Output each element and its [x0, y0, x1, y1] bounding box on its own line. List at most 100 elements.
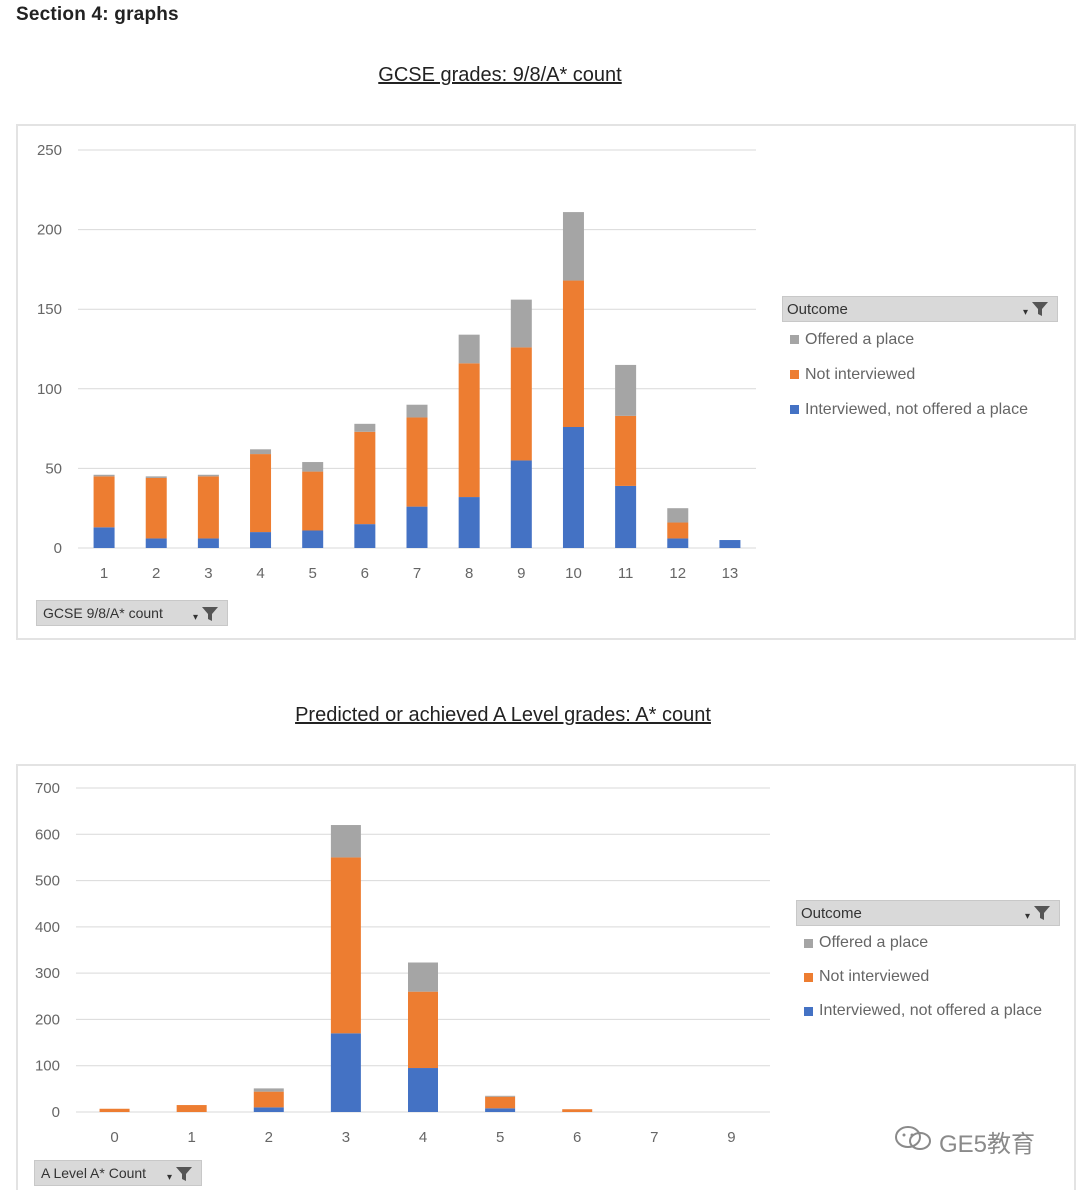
chart-plot-alevel: 0 100 200 300 400 500 600 700 0 1 2 3 4 5 6 7 9 — [35, 780, 770, 1146]
legend-swatch — [790, 335, 799, 344]
legend-item-not-interviewed: Not interviewed — [796, 960, 1060, 994]
legend-label: Not interviewed — [805, 365, 916, 383]
bar-segment — [302, 462, 324, 472]
bar-segment — [458, 363, 480, 498]
x-tick-label: 1 — [100, 565, 108, 582]
bar-segment — [562, 427, 584, 548]
bar-segment — [250, 532, 272, 548]
x-tick-label: 10 — [565, 565, 582, 582]
axis-field-label: A Level A* Count — [41, 1165, 147, 1181]
x-tick-label: 3 — [204, 565, 212, 582]
x-tick-label: 5 — [496, 1129, 504, 1146]
axis-field-button-gcse[interactable]: GCSE 9/8/A* count ▾ — [36, 600, 228, 626]
bar-segment — [93, 527, 115, 548]
bar-segment — [510, 347, 532, 461]
bar-segment — [354, 431, 376, 525]
y-tick-label: 0 — [54, 540, 62, 557]
legend-swatch — [790, 405, 799, 414]
bar-segment — [485, 1096, 516, 1109]
legend-swatch — [804, 938, 813, 948]
x-tick-label: 4 — [256, 565, 264, 582]
bar-segment — [510, 460, 532, 548]
bar-segment — [719, 540, 741, 548]
legend-title: Outcome — [787, 300, 848, 318]
watermark-text: GE5教育 — [939, 1131, 1036, 1158]
x-tick-label: 7 — [650, 1129, 658, 1146]
legend-swatch — [804, 1006, 813, 1016]
y-tick-label: 50 — [45, 460, 62, 477]
bar-segment — [458, 497, 480, 548]
x-tick-label: 4 — [419, 1129, 427, 1146]
x-tick-label: 11 — [618, 565, 634, 582]
x-tick-label: 6 — [361, 565, 369, 582]
bar-segment — [145, 477, 167, 539]
bar-segment — [253, 1088, 284, 1092]
bar-segment — [354, 423, 376, 432]
chart-frame-alevel: 0 100 200 300 400 500 600 700 0 1 2 3 4 5 6 7 9 A Level … — [16, 764, 1076, 1190]
bar-segment — [615, 415, 637, 486]
bar-segment — [408, 991, 438, 1069]
legend-item-not-interviewed: Not interviewed — [782, 357, 1058, 392]
bar-segment — [176, 1105, 207, 1112]
bar-segment — [667, 522, 689, 539]
svg-text:▾: ▾ — [193, 612, 198, 623]
bar-segment — [354, 524, 376, 548]
bar-segment — [667, 508, 689, 523]
bar-segment — [615, 364, 637, 416]
legend-item-interviewed-not-offered: Interviewed, not offered a place — [796, 994, 1060, 1028]
bar-segment — [562, 280, 584, 428]
x-tick-label: 9 — [517, 565, 525, 582]
bar-segment — [99, 1108, 130, 1112]
legend-swatch — [804, 972, 813, 982]
bar-segment — [406, 506, 428, 548]
bar-segment — [250, 449, 272, 455]
x-tick-label: 6 — [573, 1129, 581, 1146]
filter-dropdown-icon: ▾ — [193, 605, 221, 626]
y-tick-label: 200 — [35, 1011, 60, 1028]
bar-segment — [93, 476, 115, 528]
watermark: GE5教育 — [893, 1124, 1035, 1159]
x-tick-label: 1 — [187, 1129, 195, 1146]
bar-segment — [408, 1068, 438, 1112]
bar-segment — [408, 962, 438, 992]
bar-segment — [667, 538, 689, 548]
chart-title-alevel: Predicted or achieved A Level grades: A*… — [295, 704, 711, 726]
y-tick-label: 250 — [37, 142, 62, 159]
bar-segment — [93, 474, 115, 477]
wechat-icon — [893, 1124, 933, 1159]
svg-text:▾: ▾ — [1023, 307, 1028, 318]
bar-segment — [330, 1033, 361, 1112]
bar-segment — [253, 1091, 284, 1108]
x-tick-label: 12 — [669, 565, 686, 582]
bar-segment — [510, 299, 532, 348]
svg-text:▾: ▾ — [1025, 911, 1030, 922]
section-heading: Section 4: graphs — [16, 4, 179, 25]
bar-segment — [197, 474, 219, 477]
chart-title-gcse: GCSE grades: 9/8/A* count — [378, 64, 622, 86]
bar-segment — [615, 485, 637, 548]
bar-segment — [562, 212, 584, 281]
x-tick-label: 8 — [465, 565, 473, 582]
y-tick-label: 100 — [35, 1058, 60, 1075]
y-tick-label: 600 — [35, 826, 60, 843]
filter-dropdown-icon: ▾ — [1023, 300, 1051, 322]
axis-field-button-alevel[interactable]: A Level A* Count ▾ — [34, 1160, 202, 1186]
legend-label: Not interviewed — [819, 968, 930, 985]
legend-item-interviewed-not-offered: Interviewed, not offered a place — [782, 392, 1058, 427]
legend-header[interactable]: Outcome ▾ — [782, 296, 1058, 322]
x-tick-label: 2 — [265, 1129, 273, 1146]
y-tick-label: 150 — [37, 301, 62, 318]
legend-alevel: Outcome ▾ Offered a place Not interviewe… — [796, 900, 1060, 1028]
legend-title: Outcome — [801, 904, 862, 922]
y-tick-label: 400 — [35, 919, 60, 936]
y-tick-label: 700 — [35, 780, 60, 797]
x-tick-label: 0 — [110, 1129, 118, 1146]
legend-label: Interviewed, not offered a place — [805, 400, 1028, 418]
y-tick-label: 0 — [52, 1104, 60, 1121]
bar-segment — [253, 1107, 284, 1112]
bar-segment — [302, 530, 324, 548]
bar-segment — [485, 1095, 516, 1097]
legend-header[interactable]: Outcome ▾ — [796, 900, 1060, 926]
bar-segment — [406, 417, 428, 507]
